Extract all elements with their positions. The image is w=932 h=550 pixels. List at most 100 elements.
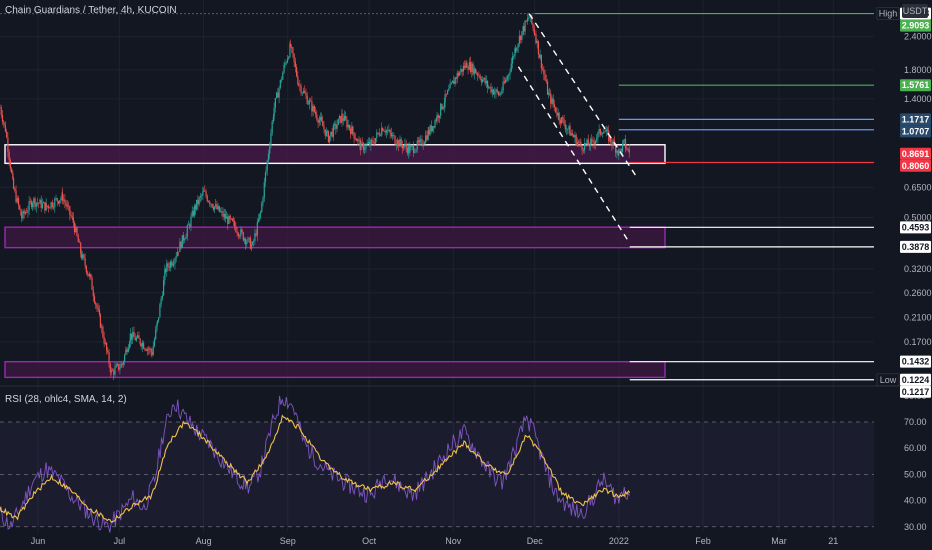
- trendline-drawings[interactable]: [517, 13, 639, 244]
- candle-body: [211, 203, 213, 208]
- candle-body: [27, 210, 29, 213]
- candle-body: [570, 133, 572, 136]
- candle-body: [355, 139, 358, 142]
- candle-body: [409, 146, 411, 153]
- candle-body: [129, 333, 131, 343]
- candle-body: [282, 72, 284, 80]
- candle-body: [609, 136, 611, 142]
- candle-body: [134, 336, 136, 341]
- candle-body: [206, 196, 208, 202]
- candle-body: [90, 273, 92, 278]
- candle-body: [240, 229, 242, 237]
- candle-body: [521, 31, 523, 41]
- candle-body: [524, 20, 526, 32]
- candle-body: [176, 251, 179, 257]
- candle-body: [149, 348, 151, 350]
- candlestick-series[interactable]: [0, 13, 630, 381]
- candle-body: [461, 68, 463, 72]
- candle-body: [545, 80, 547, 82]
- candle-body: [454, 77, 456, 84]
- candle-body: [122, 361, 124, 365]
- candle-body: [104, 342, 106, 344]
- price-level-lines[interactable]: [0, 12, 874, 381]
- rsi-pane[interactable]: [0, 395, 874, 533]
- candle-body: [482, 79, 484, 82]
- candle-body: [310, 100, 312, 102]
- candle-body: [466, 62, 468, 68]
- candle-body: [314, 111, 317, 115]
- candle-body: [253, 241, 255, 242]
- candle-body: [510, 63, 512, 72]
- currency-badge[interactable]: USDT: [903, 6, 928, 16]
- candle-body: [274, 98, 276, 108]
- candle-body: [140, 343, 142, 347]
- candle-body: [91, 277, 93, 290]
- candle-body: [387, 130, 389, 132]
- trendline[interactable]: [517, 66, 631, 244]
- candle-body: [36, 202, 39, 204]
- candle-body: [360, 142, 362, 151]
- candle-body: [415, 149, 417, 152]
- rectangle-zones[interactable]: [4, 144, 666, 379]
- candle-body: [224, 213, 226, 219]
- candle-body: [440, 103, 442, 116]
- candle-body: [143, 342, 145, 349]
- candle-body: [579, 141, 581, 143]
- candle-body: [126, 349, 128, 353]
- candle-body: [434, 120, 436, 128]
- candle-body: [103, 336, 105, 344]
- candle-body: [114, 367, 116, 375]
- candle-body: [605, 129, 607, 132]
- candle-body: [603, 131, 605, 134]
- candle-body: [467, 67, 469, 70]
- candle-body: [601, 133, 604, 135]
- zone-rectangle[interactable]: [4, 226, 666, 249]
- candle-body: [406, 147, 408, 154]
- candle-body: [225, 216, 228, 219]
- candle-body: [420, 139, 422, 140]
- candle-body: [550, 93, 552, 104]
- candle-body: [593, 142, 595, 145]
- candle-body: [272, 116, 275, 122]
- candle-body: [312, 106, 314, 112]
- price-badge-box: [900, 373, 931, 386]
- price-axis: 2.4000 1.8000 1.4000 0.6500 0.5000 0.3200 0.26…: [904, 32, 932, 532]
- candle-body: [515, 48, 517, 52]
- candle-body: [487, 87, 490, 88]
- candle-body: [21, 215, 23, 219]
- candle-body: [28, 201, 30, 211]
- candle-body: [283, 64, 285, 73]
- candle-body: [127, 347, 129, 353]
- candle-body: [40, 199, 42, 208]
- candle-body: [72, 217, 74, 223]
- candle-body: [153, 339, 156, 347]
- candle-body: [582, 150, 584, 151]
- price-axis-panel[interactable]: [874, 0, 932, 550]
- time-tick-label: Dec: [527, 536, 544, 546]
- candle-body: [557, 112, 559, 116]
- candle-body: [198, 197, 200, 205]
- candle-body: [576, 141, 579, 145]
- candle-body: [255, 233, 257, 236]
- candle-body: [164, 269, 167, 272]
- candle-body: [480, 79, 483, 82]
- zone-rectangle[interactable]: [4, 360, 666, 379]
- candle-body: [264, 172, 267, 183]
- candle-body: [329, 135, 331, 143]
- candle-body: [611, 141, 613, 146]
- candle-body: [382, 127, 384, 131]
- candle-body: [187, 224, 190, 226]
- currency-badge-box[interactable]: [902, 4, 928, 18]
- candle-body: [588, 145, 591, 147]
- candle-body: [494, 92, 496, 95]
- candle-body: [362, 143, 365, 151]
- zone-rectangle[interactable]: [4, 144, 666, 165]
- rsi-indicator-label[interactable]: RSI (28, ohlc4, SMA, 14, 2): [5, 394, 127, 405]
- candle-body: [105, 342, 108, 351]
- candle-body: [313, 106, 315, 112]
- candle-body: [396, 140, 399, 146]
- candle-body: [496, 89, 498, 92]
- candle-body: [213, 206, 216, 210]
- candle-body: [288, 57, 290, 59]
